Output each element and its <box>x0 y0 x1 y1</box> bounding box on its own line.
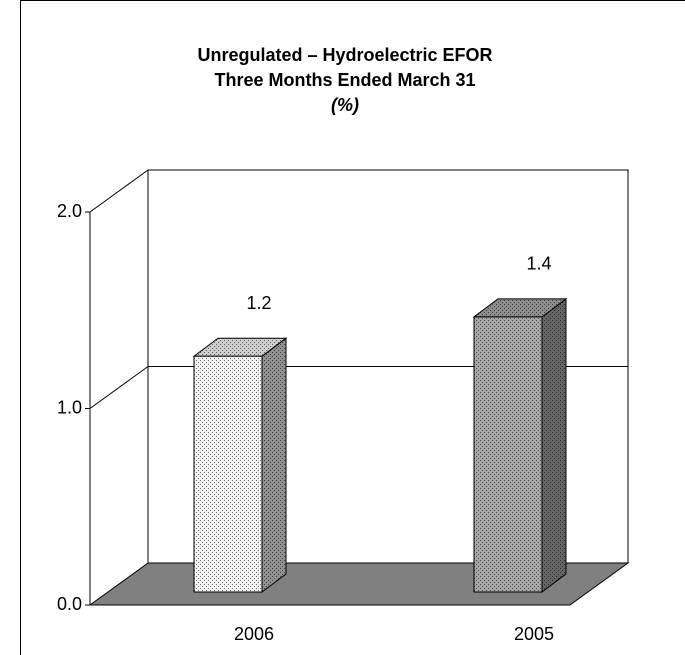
bar <box>193 355 263 593</box>
unit-label: (%) <box>331 95 359 115</box>
plot-area: 0.0 1.0 2.0 1.2 2006 1.4 2005 <box>57 169 630 644</box>
y-tick-label: 2.0 <box>57 201 82 221</box>
y-tick-label: 1.0 <box>57 397 82 417</box>
bar-side <box>261 337 287 593</box>
x-tick-label: 2006 <box>234 624 274 644</box>
value-label: 1.2 <box>246 293 271 313</box>
chart-subtitle: Three Months Ended March 31 <box>214 70 475 90</box>
grid-line <box>89 169 149 213</box>
bar <box>473 316 543 593</box>
y-tick-label: 0.0 <box>57 594 82 614</box>
chart-title: Unregulated – Hydroelectric EFOR <box>197 45 492 65</box>
bar-side <box>541 297 567 593</box>
grid-line <box>89 366 149 409</box>
value-label: 1.4 <box>526 254 551 274</box>
x-tick-label: 2005 <box>514 624 554 644</box>
